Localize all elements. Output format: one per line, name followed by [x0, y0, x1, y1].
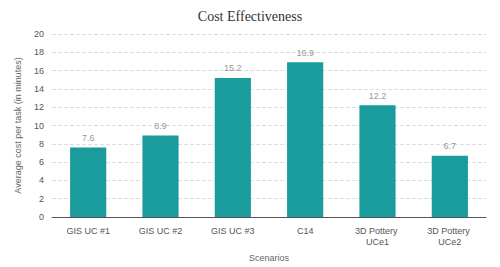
svg-text:3D Pottery: 3D Pottery [427, 226, 472, 236]
svg-text:18: 18 [34, 47, 44, 57]
svg-text:UCe1: UCe1 [366, 237, 389, 247]
svg-text:3D Pottery: 3D Pottery [355, 226, 400, 236]
svg-text:8: 8 [39, 139, 44, 149]
svg-text:6.7: 6.7 [444, 141, 457, 151]
svg-text:GIS UC #3: GIS UC #3 [211, 226, 255, 236]
svg-text:Average cost per task (in minu: Average cost per task (in minutes) [13, 57, 23, 193]
svg-text:7.6: 7.6 [82, 133, 95, 143]
svg-text:8.9: 8.9 [154, 121, 167, 131]
svg-text:16: 16 [34, 66, 44, 76]
svg-text:14: 14 [34, 84, 44, 94]
svg-text:12.2: 12.2 [369, 91, 387, 101]
svg-text:10: 10 [34, 121, 44, 131]
svg-text:Cost Effectiveness: Cost Effectiveness [198, 9, 302, 24]
svg-text:GIS UC #2: GIS UC #2 [139, 226, 183, 236]
svg-text:12: 12 [34, 102, 44, 112]
svg-text:UCe2: UCe2 [438, 237, 461, 247]
svg-text:6: 6 [39, 157, 44, 167]
svg-text:GIS UC #1: GIS UC #1 [66, 226, 110, 236]
svg-text:20: 20 [34, 29, 44, 39]
svg-text:15.2: 15.2 [224, 63, 242, 73]
svg-text:0: 0 [39, 212, 44, 222]
svg-text:4: 4 [39, 175, 44, 185]
svg-text:Scenarios: Scenarios [249, 253, 290, 263]
svg-text:C14: C14 [297, 226, 314, 236]
svg-text:2: 2 [39, 194, 44, 204]
svg-text:16.9: 16.9 [296, 48, 314, 58]
